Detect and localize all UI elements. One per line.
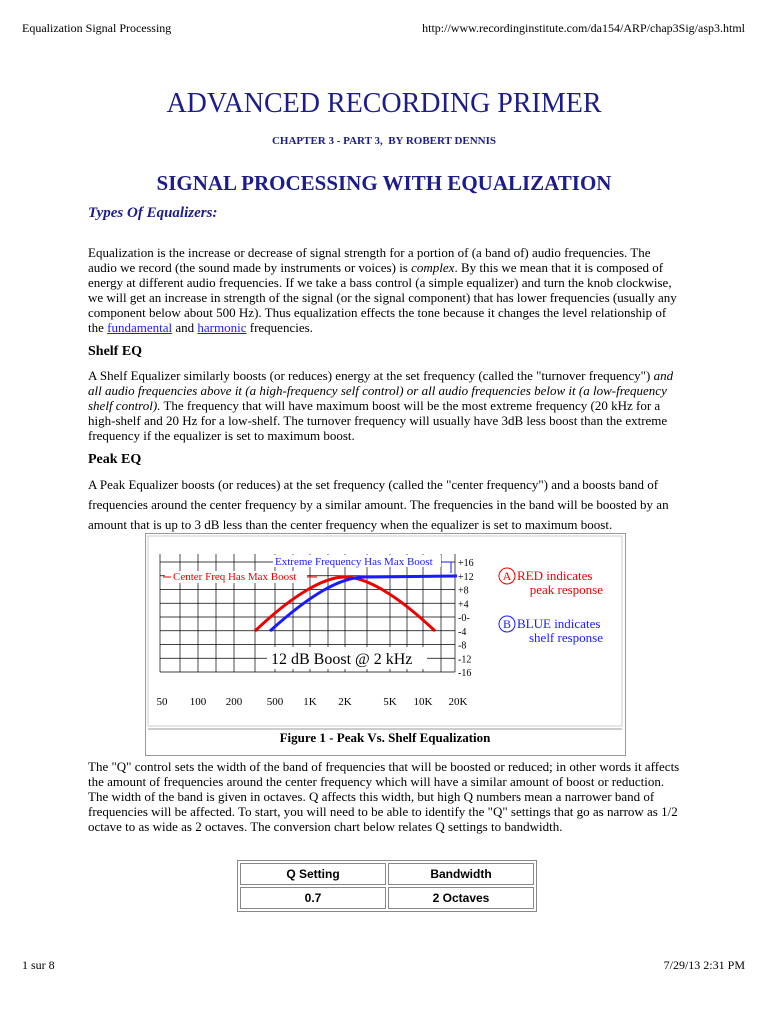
db-label: -16	[458, 668, 471, 679]
q-paragraph: The "Q" control sets the width of the ba…	[88, 759, 680, 834]
shelf-paragraph: A Shelf Equalizer similarly boosts (or r…	[88, 368, 682, 443]
db-label: -0-	[458, 613, 470, 624]
freq-label: 2K	[338, 696, 352, 708]
link[interactable]: fundamental	[107, 320, 173, 335]
db-label: +4	[458, 599, 469, 610]
chapter: CHAPTER 3 - PART 3, BY ROBERT DENNIS	[271, 135, 497, 147]
browser-url: http://www.recordinginstitute.com/da154/…	[422, 21, 745, 35]
legend-marker-label: B	[503, 617, 511, 631]
table-header: Q Setting Bandwidth	[240, 863, 534, 885]
legend-marker-label: A	[503, 569, 512, 583]
db-label: +12	[458, 572, 474, 583]
page-number: 1 sur 8	[22, 958, 55, 972]
table-row: 0.7 2 Octaves	[240, 887, 534, 909]
freq-label: 50	[157, 696, 169, 708]
legend-marker	[498, 567, 516, 585]
annotation: Extreme Frequency Has Max Boost	[275, 556, 433, 568]
text: A Shelf Equalizer similarly boosts (or r…	[88, 368, 654, 383]
annotation: Center Freq Has Max Boost	[173, 571, 296, 583]
page-title: ADVANCED RECORDING PRIMER	[166, 88, 602, 119]
freq-label: 500	[267, 696, 284, 708]
q-table: Q Setting Bandwidth 0.7 2 Octaves	[237, 860, 537, 912]
heading: Peak EQ	[88, 452, 142, 467]
arrow	[442, 561, 452, 573]
freq-label: 100	[190, 696, 207, 708]
datetime: 7/29/13 2:31 PM	[663, 958, 745, 972]
link[interactable]: harmonic	[197, 320, 247, 335]
db-label: -8	[458, 641, 466, 652]
boost-label: 12 dB Boost @ 2 kHz	[271, 651, 412, 668]
peak-paragraph: A Peak Equalizer boosts (or reduces) at …	[88, 477, 669, 532]
cell: 0.7	[240, 887, 386, 909]
figure-inner-border	[147, 535, 623, 727]
figure: +16 +12 +8 +4 -0- -4 -8 -12 -16 50 100 200 500 1K 2K 5K…	[145, 533, 626, 756]
peak-curve	[253, 575, 437, 633]
header-cell: Bandwidth	[388, 863, 534, 885]
freq-label: 1K	[303, 696, 317, 708]
legend-text: peak response	[530, 582, 604, 597]
header-cell: Q Setting	[240, 863, 386, 885]
text: Equalization is the increase or decrease…	[88, 245, 651, 275]
section-heading: Types Of Equalizers:	[88, 205, 218, 221]
text: The frequency that will have maximum boo…	[88, 398, 668, 443]
text: complex	[411, 260, 455, 275]
cell: 2 Octaves	[388, 887, 534, 909]
intro-paragraph: Equalization is the increase or decrease…	[88, 245, 682, 335]
db-label: +8	[458, 586, 469, 597]
text: and	[172, 320, 198, 335]
label-bg	[273, 555, 441, 567]
legend-text: BLUE indicates	[517, 616, 600, 631]
legend-marker	[498, 615, 516, 633]
text: and all audio frequencies above it (a hi…	[88, 368, 674, 413]
freq-label: 20K	[449, 696, 468, 708]
figure-caption: Figure 1 - Peak Vs. Shelf Equalization	[280, 730, 492, 745]
db-label: -4	[458, 627, 466, 638]
heading: Shelf EQ	[88, 344, 143, 359]
freq-label: 5K	[383, 696, 397, 708]
subtitle: SIGNAL PROCESSING WITH EQUALIZATION	[156, 171, 612, 195]
label-bg	[267, 647, 427, 669]
freq-label: 200	[226, 696, 243, 708]
db-label: +16	[458, 558, 474, 569]
db-label: -12	[458, 654, 471, 665]
freq-label: 10K	[414, 696, 433, 708]
label-bg	[165, 571, 307, 583]
text: . By this we mean that it is composed of…	[88, 260, 677, 335]
legend-text: shelf response	[529, 630, 603, 645]
legend-text: RED indicates	[517, 568, 592, 583]
browser-title: Equalization Signal Processing	[22, 21, 172, 35]
shelf-curve	[268, 574, 458, 633]
text: frequencies.	[246, 320, 313, 335]
grid: +16 +12 +8 +4 -0- -4 -8 -12 -16 50 100 200 500 1K 2K 5K…	[157, 554, 474, 708]
